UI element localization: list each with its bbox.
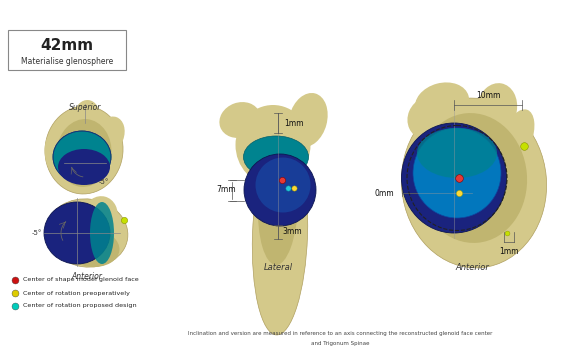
Ellipse shape: [46, 199, 128, 267]
Ellipse shape: [82, 196, 118, 236]
Text: Anterior: Anterior: [455, 263, 489, 272]
Text: Inclination and version are measured in reference to an axis connecting the reco: Inclination and version are measured in …: [188, 330, 492, 335]
Text: -5°: -5°: [32, 230, 42, 236]
Ellipse shape: [288, 93, 328, 147]
Text: Superior: Superior: [69, 103, 101, 112]
Ellipse shape: [417, 113, 527, 243]
Text: 3mm: 3mm: [282, 227, 302, 237]
Ellipse shape: [44, 202, 110, 264]
FancyBboxPatch shape: [8, 30, 126, 70]
Ellipse shape: [90, 202, 114, 264]
Text: 42mm: 42mm: [41, 38, 94, 54]
Ellipse shape: [413, 128, 501, 218]
Ellipse shape: [53, 131, 111, 183]
Ellipse shape: [402, 98, 547, 268]
Ellipse shape: [417, 128, 497, 178]
Ellipse shape: [64, 229, 120, 267]
Ellipse shape: [477, 83, 517, 133]
Text: 10mm: 10mm: [476, 91, 500, 100]
Text: and Trigonum Spinae: and Trigonum Spinae: [311, 341, 369, 346]
Ellipse shape: [258, 145, 298, 265]
Text: Anterior: Anterior: [72, 272, 103, 281]
Text: -5°: -5°: [99, 179, 109, 185]
Ellipse shape: [95, 116, 125, 154]
Text: Lateral: Lateral: [263, 263, 293, 272]
Text: Center of rotation proposed design: Center of rotation proposed design: [23, 304, 136, 309]
Text: 1mm: 1mm: [284, 119, 303, 127]
Ellipse shape: [74, 100, 99, 130]
Ellipse shape: [252, 135, 308, 335]
Ellipse shape: [255, 157, 311, 213]
Ellipse shape: [244, 154, 316, 226]
Ellipse shape: [244, 136, 309, 178]
Ellipse shape: [58, 149, 110, 185]
Ellipse shape: [402, 123, 506, 233]
Text: 1mm: 1mm: [499, 247, 519, 256]
Text: Materialise glenosphere: Materialise glenosphere: [21, 58, 113, 66]
Ellipse shape: [236, 105, 311, 185]
Text: Center of rotation preoperatively: Center of rotation preoperatively: [23, 291, 130, 295]
Text: 7mm: 7mm: [216, 185, 236, 195]
Text: 0mm: 0mm: [374, 189, 394, 197]
Ellipse shape: [219, 102, 261, 138]
Ellipse shape: [56, 119, 112, 187]
Ellipse shape: [407, 95, 457, 141]
Ellipse shape: [415, 82, 469, 124]
Ellipse shape: [500, 109, 535, 167]
Text: Center of shape model glenoid face: Center of shape model glenoid face: [23, 277, 139, 282]
Ellipse shape: [45, 130, 76, 180]
Ellipse shape: [45, 106, 123, 194]
